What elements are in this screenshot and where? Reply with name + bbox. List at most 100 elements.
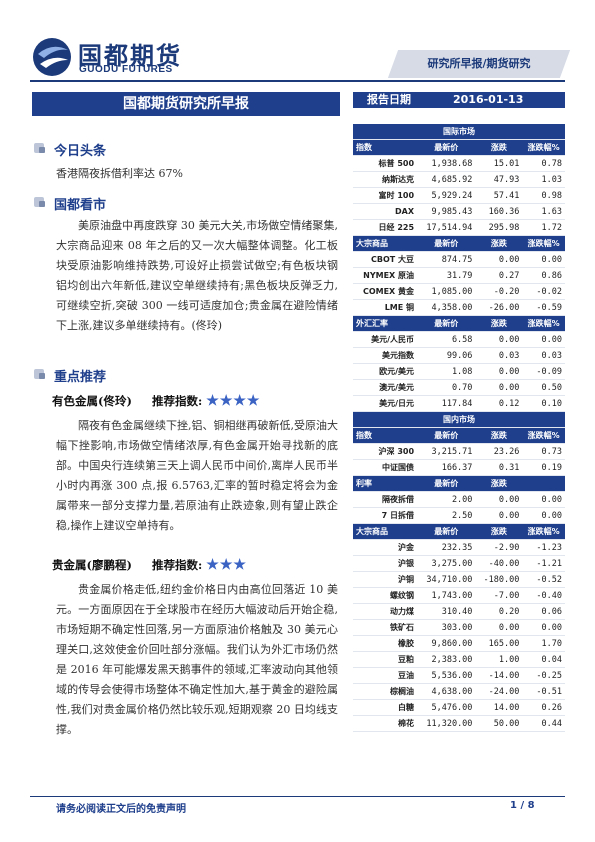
table-cell: 0.00 [522, 507, 565, 524]
row-label: 棕榈油 [353, 683, 418, 700]
table-cell: 0.12 [475, 395, 523, 412]
table-cell: -2.90 [475, 539, 523, 556]
outlook-text: 美原油盘中再度跌穿 30 美元大关,市场做空情绪聚集,大宗商品迎来 08 年之后… [56, 216, 338, 336]
column-header: 最新价 [417, 235, 476, 252]
table-cell: -0.59 [522, 299, 565, 316]
table-cell: 6.58 [417, 331, 476, 348]
table-cell: 0.27 [475, 267, 523, 284]
table-row: 沪铜 34,710.00 -180.00 -0.52 [353, 571, 565, 588]
table-cell: 3,275.00 [417, 555, 476, 572]
table-cell: 1.63 [522, 203, 565, 220]
table-cell: 5,929.24 [417, 187, 476, 204]
column-header: 涨跌幅% [522, 139, 565, 156]
table-row: 富时 100 5,929.24 57.41 0.98 [353, 187, 565, 204]
table-row: 欧元/美元 1.08 0.00 -0.09 [353, 363, 565, 380]
table-cell: 1.03 [522, 171, 565, 188]
column-header: 最新价 [417, 427, 476, 444]
table-row: DAX 9,985.43 160.36 1.63 [353, 203, 565, 220]
table-header-row: 大宗商品 最新价 涨跌 涨跌幅% [353, 523, 565, 540]
table-cell: -0.09 [522, 363, 565, 380]
pick-paragraph: 隔夜有色金属继续下挫,铝、铜相继再破新低,受原油大幅下挫影响,市场做空情绪浓厚,… [56, 419, 338, 532]
section-title: 国都看市 [54, 198, 107, 213]
table-row: 螺纹钢 1,743.00 -7.00 -0.40 [353, 587, 565, 604]
section-bullet-icon [39, 147, 45, 153]
table-cell: 0.00 [475, 251, 523, 268]
table-cell: 4,685.92 [417, 171, 476, 188]
column-header: 涨跌幅% [522, 427, 565, 444]
table-group-title: 国际市场 [353, 124, 565, 140]
table-cell: 11,320.00 [417, 715, 476, 732]
headline-paragraph: 香港隔夜拆借利率达 67% [56, 167, 183, 180]
table-cell: 1.72 [522, 219, 565, 236]
table-row: 棕榈油 4,638.00 -24.00 -0.51 [353, 683, 565, 700]
column-header: 最新价 [417, 139, 476, 156]
table-row: 沪银 3,275.00 -40.00 -1.21 [353, 555, 565, 572]
table-header-row: 大宗商品 最新价 涨跌 涨跌幅% [353, 235, 565, 252]
row-label: DAX [353, 203, 418, 220]
table-header-row: 指数 最新价 涨跌 涨跌幅% [353, 427, 565, 444]
table-header-row: 利率 最新价 涨跌 [353, 475, 565, 492]
footer-rule [30, 796, 565, 797]
row-label: LME 铜 [353, 299, 418, 316]
table-row: 豆油 5,536.00 -14.00 -0.25 [353, 667, 565, 684]
column-header: 涨跌 [475, 315, 523, 332]
table-cell: 0.04 [522, 651, 565, 668]
table-row: CBOT 大豆 874.75 0.00 0.00 [353, 251, 565, 268]
table-cell: 0.00 [475, 363, 523, 380]
logo-text-en: GUODU FUTURES [79, 64, 173, 75]
pick-name: 贵金属(廖鹏程) [52, 558, 132, 572]
table-cell: 874.75 [417, 251, 476, 268]
table-cell: 9,860.00 [417, 635, 476, 652]
star-rating-icon: ★★★ [206, 557, 247, 573]
row-label: 美元/人民币 [353, 331, 418, 348]
column-header [522, 475, 565, 492]
table-cell: -0.51 [522, 683, 565, 700]
row-label: 欧元/美元 [353, 363, 418, 380]
column-header: 指数 [353, 427, 418, 444]
row-label: 美元/日元 [353, 395, 418, 412]
column-header: 最新价 [417, 475, 476, 492]
table-cell: 0.00 [475, 491, 523, 508]
table-cell: 0.00 [475, 379, 523, 396]
table-cell: 166.37 [417, 459, 476, 476]
table-cell: 1,743.00 [417, 587, 476, 604]
table-header-row: 指数 最新价 涨跌 涨跌幅% [353, 139, 565, 156]
column-header: 涨跌 [475, 427, 523, 444]
table-row: 美元/日元 117.84 0.12 0.10 [353, 395, 565, 412]
column-header: 大宗商品 [353, 235, 418, 252]
table-cell: 0.10 [522, 395, 565, 412]
column-header: 涨跌 [475, 523, 523, 540]
table-cell: 23.26 [475, 443, 523, 460]
table-row: LME 铜 4,358.00 -26.00 -0.59 [353, 299, 565, 316]
table-row: 动力煤 310.40 0.20 0.06 [353, 603, 565, 620]
table-cell: 0.44 [522, 715, 565, 732]
row-label: 隔夜拆借 [353, 491, 418, 508]
column-header: 最新价 [417, 315, 476, 332]
row-label: 中证国债 [353, 459, 418, 476]
table-cell: -40.00 [475, 555, 523, 572]
table-row: 白糖 5,476.00 14.00 0.26 [353, 699, 565, 716]
table-cell: 9,985.43 [417, 203, 476, 220]
row-label: 日经 225 [353, 219, 418, 236]
pick-heading: 有色金属(佟玲) 推荐指数: ★★★★ [52, 393, 260, 409]
report-title: 国都期货研究所早报 [32, 92, 340, 116]
row-label: 沪银 [353, 555, 418, 572]
row-label: 动力煤 [353, 603, 418, 620]
row-label: 沪铜 [353, 571, 418, 588]
table-cell: 1,938.68 [417, 155, 476, 172]
table-cell: 57.41 [475, 187, 523, 204]
table-cell: 31.79 [417, 267, 476, 284]
logo-text-cn: 国都期货 [78, 42, 182, 70]
row-label: 豆油 [353, 667, 418, 684]
table-cell: 0.00 [522, 619, 565, 636]
table-cell: 0.00 [522, 491, 565, 508]
row-label: CBOT 大豆 [353, 251, 418, 268]
row-label: 澳元/美元 [353, 379, 418, 396]
table-cell: 0.31 [475, 459, 523, 476]
table-group-title: 国内市场 [353, 411, 565, 428]
row-label: NYMEX 原油 [353, 267, 418, 284]
header-tag: 研究所早报/期货研究 [387, 50, 571, 78]
table-cell: 117.84 [417, 395, 476, 412]
table-cell: 295.98 [475, 219, 523, 236]
group-title: 国际市场 [353, 124, 565, 140]
